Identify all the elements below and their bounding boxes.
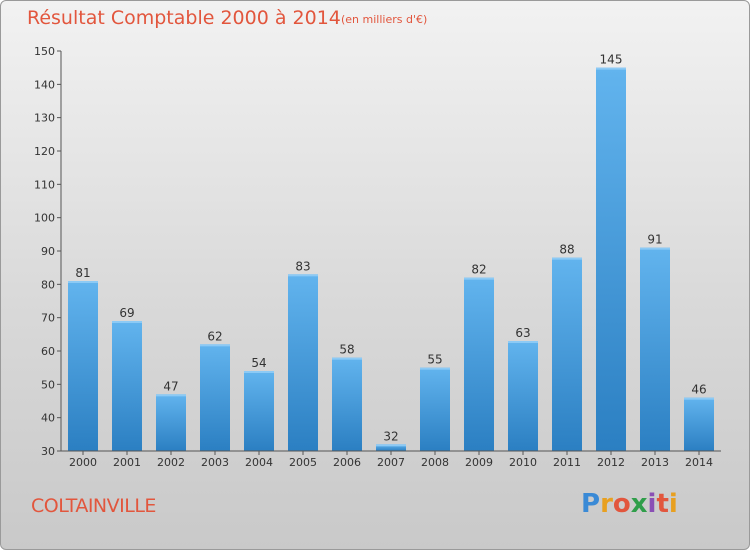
y-tick-label: 150 — [34, 45, 55, 58]
x-tick-label: 2008 — [421, 456, 449, 469]
bar-top-edge — [508, 341, 538, 343]
y-tick-label: 140 — [34, 78, 55, 91]
bar-top-edge — [244, 371, 274, 373]
bar-top-edge — [464, 277, 494, 280]
x-tick-label: 2000 — [69, 456, 97, 469]
bar-top-edge — [332, 357, 362, 360]
x-tick-label: 2004 — [245, 456, 273, 469]
bar-2004 — [244, 371, 274, 451]
bar-top-edge — [112, 321, 142, 323]
bar-2008 — [420, 367, 450, 451]
data-label-2008: 55 — [427, 353, 442, 367]
x-tick-label: 2009 — [465, 456, 493, 469]
data-label-2002: 47 — [163, 379, 178, 393]
bar-top-edge — [200, 344, 230, 347]
data-label-2012: 145 — [600, 53, 623, 67]
logo-letter: i — [668, 489, 678, 519]
data-label-2003: 62 — [207, 329, 222, 343]
data-label-2006: 58 — [339, 343, 354, 357]
y-tick-label: 120 — [34, 145, 55, 158]
bar-2011 — [552, 257, 582, 451]
logo-letter: t — [656, 489, 669, 519]
logo-letter: P — [581, 489, 601, 519]
bar-top-edge — [552, 257, 582, 260]
y-tick-label: 70 — [41, 312, 55, 325]
y-tick-label: 30 — [41, 445, 55, 458]
y-axis: 30 40 50 60 70 80 90 100 110 120 130 140 150 — [34, 45, 62, 458]
logo-letter: r — [600, 489, 613, 519]
bar-top-edge — [156, 394, 186, 397]
bar-2013 — [640, 247, 670, 451]
bar-2001 — [112, 321, 142, 451]
bar-2005 — [288, 274, 318, 451]
bar-top-edge — [420, 367, 450, 370]
data-label-2009: 82 — [471, 263, 486, 277]
chart-subtitle: (en milliers d'€) — [341, 13, 428, 26]
logo-letter: i — [647, 489, 657, 519]
bar-top-edge — [288, 274, 318, 277]
bar-2010 — [508, 341, 538, 451]
bars — [68, 67, 714, 452]
commune-name: COLTAINVILLE — [31, 495, 156, 517]
y-tick-label: 80 — [41, 278, 55, 291]
data-label-2004: 54 — [251, 356, 266, 370]
data-label-2007: 32 — [383, 429, 398, 443]
x-tick-label: 2011 — [553, 456, 581, 469]
proxiti-logo: Proxiti — [581, 489, 678, 519]
bar-2000 — [68, 281, 98, 451]
bar-2006 — [332, 357, 362, 451]
data-label-2001: 69 — [119, 306, 134, 320]
bar-2014 — [684, 397, 714, 451]
y-tick-label: 130 — [34, 112, 55, 125]
x-tick-label: 2010 — [509, 456, 537, 469]
x-tick-label: 2002 — [157, 456, 185, 469]
x-tick-label: 2012 — [597, 456, 625, 469]
y-tick-label: 110 — [34, 178, 55, 191]
y-tick-label: 100 — [34, 212, 55, 225]
y-tick-label: 40 — [41, 412, 55, 425]
data-label-2005: 83 — [295, 259, 310, 273]
bar-2007 — [376, 444, 406, 451]
logo-letter: o — [612, 489, 631, 519]
bar-top-edge — [68, 281, 98, 283]
bar-top-edge — [684, 397, 714, 400]
bar-2012 — [596, 67, 626, 452]
chart-title: Résultat Comptable 2000 à 2014 — [27, 7, 341, 29]
y-tick-label: 60 — [41, 345, 55, 358]
bar-2009 — [464, 277, 494, 451]
data-label-2013: 91 — [647, 233, 662, 247]
bar-2002 — [156, 394, 186, 451]
x-tick-label: 2013 — [641, 456, 669, 469]
value-labels: 81 69 47 62 54 83 58 32 55 82 63 88 145 91 46 — [75, 53, 706, 444]
data-label-2014: 46 — [691, 383, 706, 397]
y-tick-label: 50 — [41, 378, 55, 391]
y-tick-label: 90 — [41, 245, 55, 258]
data-label-2000: 81 — [75, 266, 90, 280]
x-tick-label: 2001 — [113, 456, 141, 469]
x-tick-label: 2007 — [377, 456, 405, 469]
data-label-2010: 63 — [515, 326, 530, 340]
x-tick-label: 2003 — [201, 456, 229, 469]
logo-letter: x — [630, 489, 648, 519]
bar-top-edge — [376, 444, 406, 447]
bar-top-edge — [596, 67, 626, 70]
x-tick-label: 2014 — [685, 456, 713, 469]
x-tick-label: 2005 — [289, 456, 317, 469]
x-axis: 2000 2001 2002 2003 2004 2005 2006 2007 2008 2009… — [61, 450, 721, 469]
bar-2003 — [200, 344, 230, 451]
x-tick-label: 2006 — [333, 456, 361, 469]
bar-top-edge — [640, 247, 670, 250]
data-label-2011: 88 — [559, 243, 574, 257]
